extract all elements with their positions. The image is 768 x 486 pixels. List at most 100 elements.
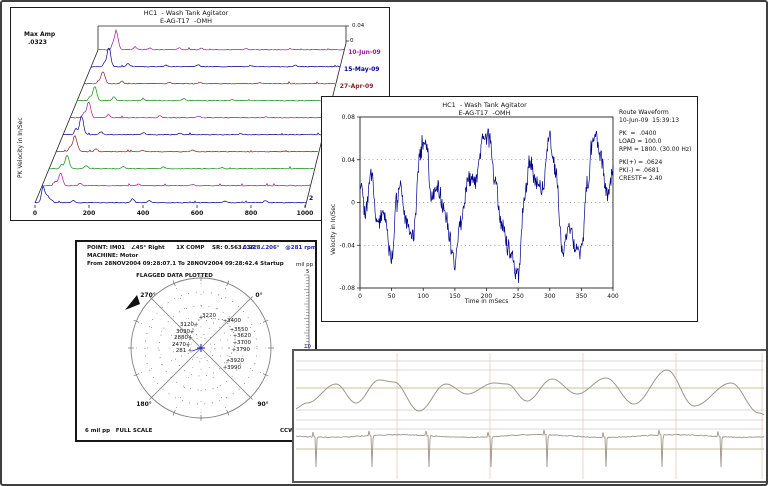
svg-text:+: +: [190, 330, 195, 336]
waveform-x-tick-label: 100: [418, 293, 430, 300]
svg-text:+: +: [233, 341, 238, 347]
waterfall-date-label: 27-Apr-09: [340, 83, 374, 90]
route-waveform-info-line: Route Waveform: [619, 109, 669, 116]
scope-bottom-trace: [295, 429, 765, 468]
waterfall-x-tick-label: 600: [191, 210, 204, 217]
waterfall-amp-tick-zero: 0: [350, 38, 354, 44]
waveform-y-tick-label: 0.04: [342, 157, 356, 164]
polar-angle-label: 270°: [140, 292, 156, 299]
svg-text:+: +: [230, 328, 235, 334]
waterfall-title-line1: HC1 - Wash Tank Agitator: [143, 9, 229, 17]
waveform-plot: 0.080.040-0.04-0.080 50 100 150 200 250 300 350…: [339, 114, 619, 300]
waveform-x-ticks: 0 50 100 150 200 250 300 350 400: [358, 288, 619, 300]
polar-plot-window[interactable]: POINT: IM01 ∠45° Right 1X COMP SR: 0.563…: [75, 240, 317, 442]
polar-footer-scale: 6 mil pp FULL SCALE: [85, 428, 153, 434]
waveform-x-tick-label: 150: [449, 293, 461, 300]
rpm-label: 2470: [172, 342, 186, 348]
waveform-title-line2: E-AG-T17 -OMH: [458, 109, 511, 117]
route-waveform-info-line: RPM = 1800. (30.00 Hz): [619, 146, 692, 153]
waterfall-x-axis: 0 200 400 600 800 1000: [33, 205, 313, 217]
svg-text:+: +: [223, 319, 228, 325]
waterfall-traces: [34, 28, 345, 204]
rpm-label: 281: [176, 348, 187, 354]
svg-text:+: +: [186, 343, 191, 349]
svg-text:+: +: [188, 349, 193, 355]
rpm-label: 3790: [236, 347, 250, 353]
waveform-x-tick-label: 200: [481, 293, 493, 300]
ccw-rotation-arrow-icon: [125, 295, 140, 310]
waterfall-hidden-date-fragment: 2: [309, 195, 314, 202]
flagged-point-cursor: [191, 344, 205, 352]
waveform-x-tick-label: 400: [607, 293, 619, 300]
ruler-top-value: 5: [306, 269, 310, 275]
svg-text:+: +: [233, 334, 238, 340]
scope-gridlines: [296, 353, 764, 479]
route-waveform-info-line: LOAD = 100.0: [619, 138, 662, 145]
polar-plot-title: FLAGGED DATA PLOTTED: [136, 273, 213, 279]
waterfall-x-tick-label: 800: [245, 210, 258, 217]
waveform-y-tick-label: 0: [351, 200, 355, 207]
route-waveform-info-line: PK(+) = .0624: [619, 159, 663, 166]
max-amp-value: .0323: [28, 39, 47, 46]
waterfall-x-tick-label: 1000: [297, 210, 314, 217]
waterfall-x-tick-label: 400: [137, 210, 150, 217]
polar-angle-label: 90°: [257, 401, 268, 408]
rpm-label: 3920: [230, 358, 244, 364]
svg-text:+: +: [232, 348, 237, 354]
rpm-label: 3120: [180, 322, 194, 328]
waterfall-title-line2: E-AG-T17 -OMH: [160, 17, 212, 25]
waveform-title-line1: HC1 - Wash Tank Agitator: [442, 101, 527, 109]
route-waveform-info-line: 10-Jun-09 15:39:13: [619, 117, 680, 124]
polar-header-point: POINT: IM01 ∠45° Right 1X COMP SR: 0.563…: [87, 245, 258, 251]
mil-pp-ruler: [304, 274, 310, 351]
waveform-x-tick-label: 300: [544, 293, 556, 300]
polar-plot: 270° 0°180° 90°+281+2470+2880+3030+3120+32…: [125, 274, 310, 421]
waveform-x-tick-label: 0: [358, 293, 362, 300]
polar-rpm-labels: +281+2470+2880+3030+3120+3220+ 3400+ 3550+…: [172, 313, 251, 372]
waveform-y-ticks: 0.08 0.04 0 -0.04 -0.08: [339, 114, 360, 292]
route-waveform-info-line: CRESTF= 2.40: [619, 175, 663, 182]
rpm-label: 3700: [237, 340, 251, 346]
waveform-x-tick-label: 350: [576, 293, 588, 300]
waveform-x-tick-label: 250: [512, 293, 524, 300]
waveform-y-tick-label: -0.08: [339, 285, 355, 292]
waterfall-date-label: 10-Jun-09: [348, 49, 380, 56]
max-amp-label: Max Amp: [24, 31, 56, 38]
waveform-x-tick-label: 50: [388, 293, 396, 300]
oscilloscope-plot: [295, 353, 765, 479]
route-waveform-info-line: PK(-) = .0681: [619, 167, 660, 174]
waterfall-x-tick-label: 200: [83, 210, 96, 217]
svg-text:+: +: [199, 316, 204, 322]
waterfall-frame: [34, 25, 349, 209]
waveform-y-tick-label: -0.04: [339, 242, 355, 249]
rpm-label: 2880: [174, 335, 188, 341]
rpm-label: 3220: [202, 313, 216, 319]
rpm-label: 3030: [176, 329, 190, 335]
svg-text:+: +: [194, 323, 199, 329]
polar-angle-label: 0°: [255, 292, 262, 299]
ruler-bottom-value: 10: [304, 344, 311, 350]
rpm-label: 3990: [227, 365, 241, 371]
svg-text:+: +: [226, 359, 231, 365]
ruler-units-label: mil pp: [296, 262, 314, 268]
scope-top-trace: [295, 369, 765, 416]
rpm-label: 3550: [234, 327, 248, 333]
waveform-y-tick-label: 0.08: [342, 114, 356, 121]
waterfall-date-label: 15-May-09: [344, 66, 379, 73]
svg-text:+: +: [223, 366, 228, 372]
polar-angle-label: 180°: [136, 401, 152, 408]
polar-grid: [128, 275, 274, 421]
rpm-label: 3400: [227, 318, 241, 324]
waterfall-x-tick-label: 0: [33, 210, 37, 217]
polar-header-timespan: From 28NOV2004 09:28:07.1 To 28NOV2004 0…: [87, 261, 284, 267]
oscilloscope-window[interactable]: [292, 349, 766, 483]
waveform-gridlines: [360, 159, 613, 246]
waveform-trace: [359, 128, 614, 284]
route-waveform-window[interactable]: HC1 - Wash Tank Agitator E-AG-T17 -OMH V…: [321, 96, 698, 322]
polar-header-vector-reading: 0.218∠206° @281 rpm: [243, 245, 317, 251]
waveform-x-axis-label: Time in mSecs: [464, 298, 509, 305]
rpm-label: 3620: [237, 333, 251, 339]
route-waveform-info: Route Waveform 10-Jun-09 15:39:13 PK = .04…: [619, 109, 697, 184]
polar-header-machine: MACHINE: Motor: [87, 253, 139, 259]
